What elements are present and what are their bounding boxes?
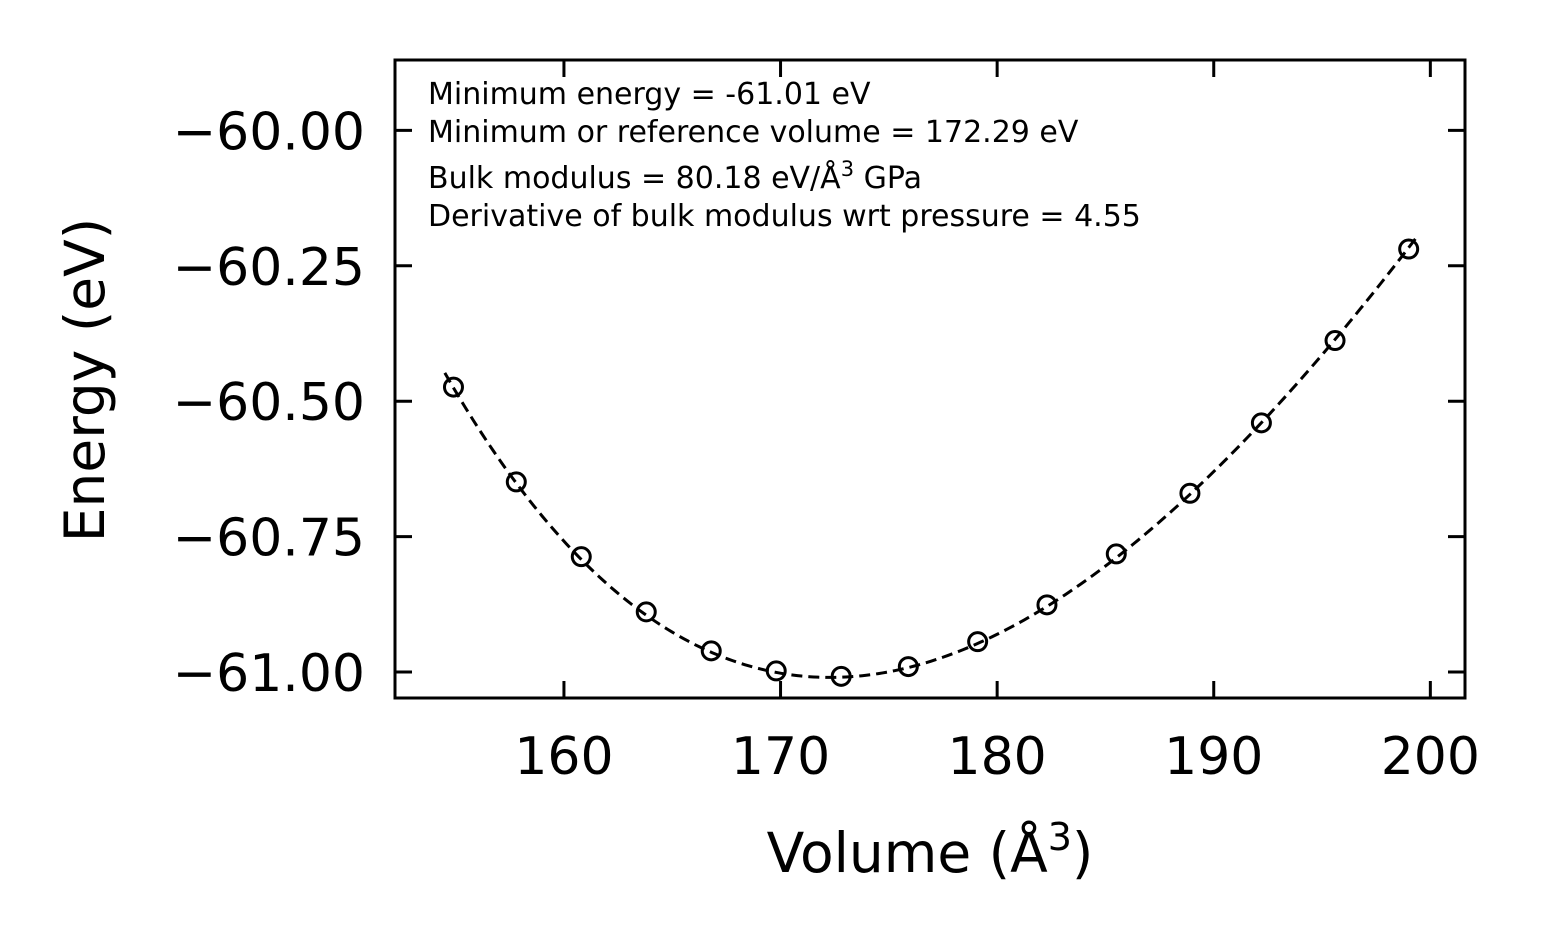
y-axis-label: Energy (eV)	[53, 218, 117, 542]
data-point	[442, 376, 464, 398]
data-point	[1324, 330, 1346, 352]
plot-frame	[393, 58, 1467, 700]
data-point	[570, 546, 592, 568]
data-point	[1398, 238, 1420, 260]
annotation-min-volume: Minimum or reference volume = 172.29 eV	[428, 115, 1079, 150]
data-point	[505, 471, 527, 493]
x-tick-label: 170	[731, 727, 830, 787]
y-tick-label: −60.50	[173, 373, 365, 433]
y-tick-label: −60.00	[173, 102, 365, 162]
y-tick-label: −60.25	[173, 238, 365, 298]
fit-curve	[443, 235, 1419, 679]
data-point	[635, 601, 657, 623]
data-point	[830, 665, 852, 687]
data-point	[1036, 594, 1058, 616]
x-tick-labels: 160 170 180 190 200	[514, 727, 1480, 787]
data-point	[1250, 412, 1272, 434]
y-tick-labels: −60.00 −60.25 −60.50 −60.75 −61.00	[173, 102, 365, 704]
annotation-bulk-modulus-derivative: Derivative of bulk modulus wrt pressure …	[428, 199, 1141, 234]
data-point	[1179, 482, 1201, 504]
x-tick-label: 200	[1381, 727, 1480, 787]
x-tick-label: 180	[948, 727, 1047, 787]
data-point	[765, 660, 787, 682]
x-axis-label: Volume (Å3)	[767, 815, 1094, 885]
data-point	[700, 640, 722, 662]
axis-ticks	[395, 60, 1465, 698]
data-point	[897, 656, 919, 678]
x-tick-label: 160	[514, 727, 613, 787]
annotation-bulk-modulus: Bulk modulus = 80.18 eV/Å3 GPa	[428, 157, 922, 196]
annotation-min-energy: Minimum energy = -61.01 eV	[428, 77, 871, 112]
data-point	[967, 631, 989, 653]
y-tick-label: −60.75	[173, 509, 365, 569]
y-tick-label: −61.00	[173, 644, 365, 704]
data-points	[442, 238, 1420, 687]
data-point	[1105, 543, 1127, 565]
x-tick-label: 190	[1164, 727, 1263, 787]
